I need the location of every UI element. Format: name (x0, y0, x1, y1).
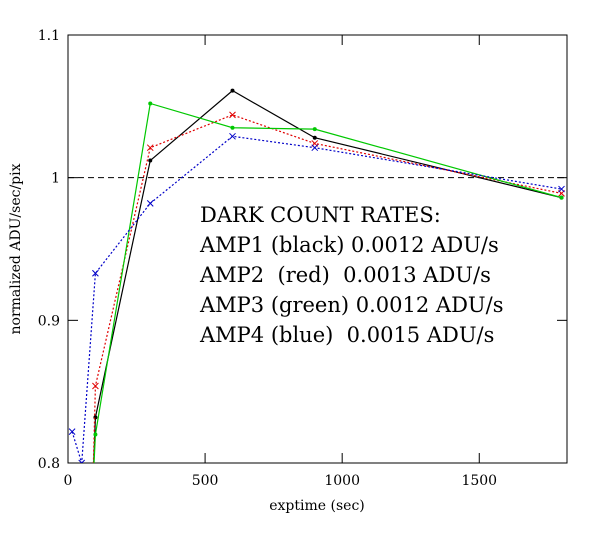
marker (91, 490, 95, 494)
plot-frame (67, 34, 568, 464)
marker (229, 132, 236, 140)
marker (559, 195, 564, 200)
y-tick-label: 1.1 (38, 28, 60, 44)
marker (91, 490, 95, 494)
plot-area (68, 88, 567, 495)
annotation: AMP4 (blue) 0.0015 ADU/s (199, 323, 494, 347)
marker (146, 199, 154, 207)
x-axis-label: exptime (sec) (269, 498, 365, 514)
marker (68, 428, 76, 435)
marker (148, 101, 153, 106)
marker (311, 144, 319, 152)
y-tick-label: 0.9 (38, 313, 60, 329)
marker (312, 135, 317, 140)
marker (92, 382, 99, 390)
marker (78, 459, 86, 463)
y-tick-label: 1 (51, 171, 60, 187)
marker (229, 111, 236, 119)
annotation: AMP1 (black) 0.0012 ADU/s (199, 233, 499, 257)
marker (230, 88, 235, 93)
marker (230, 125, 235, 130)
marker (92, 269, 99, 277)
annotation: AMP3 (green) 0.0012 ADU/s (199, 293, 503, 317)
series-line (93, 102, 562, 463)
marker (90, 489, 96, 495)
marker (148, 158, 153, 163)
y-axis-label: normalized ADU/sec/pix (8, 163, 24, 334)
series-line (93, 89, 562, 463)
series-line (92, 114, 562, 463)
x-tick-label: 1000 (324, 473, 360, 489)
marker (93, 432, 98, 437)
x-tick-label: 1500 (461, 473, 497, 489)
annotation: DARK COUNT RATES: (200, 203, 441, 227)
marker (146, 144, 154, 152)
marker (558, 185, 565, 193)
x-tick-label: 500 (192, 473, 219, 489)
x-tick-label: 0 (64, 473, 73, 489)
annotation: AMP2 (red) 0.0013 ADU/s (199, 263, 491, 287)
marker (312, 127, 317, 132)
y-tick-label: 0.8 (38, 456, 60, 472)
